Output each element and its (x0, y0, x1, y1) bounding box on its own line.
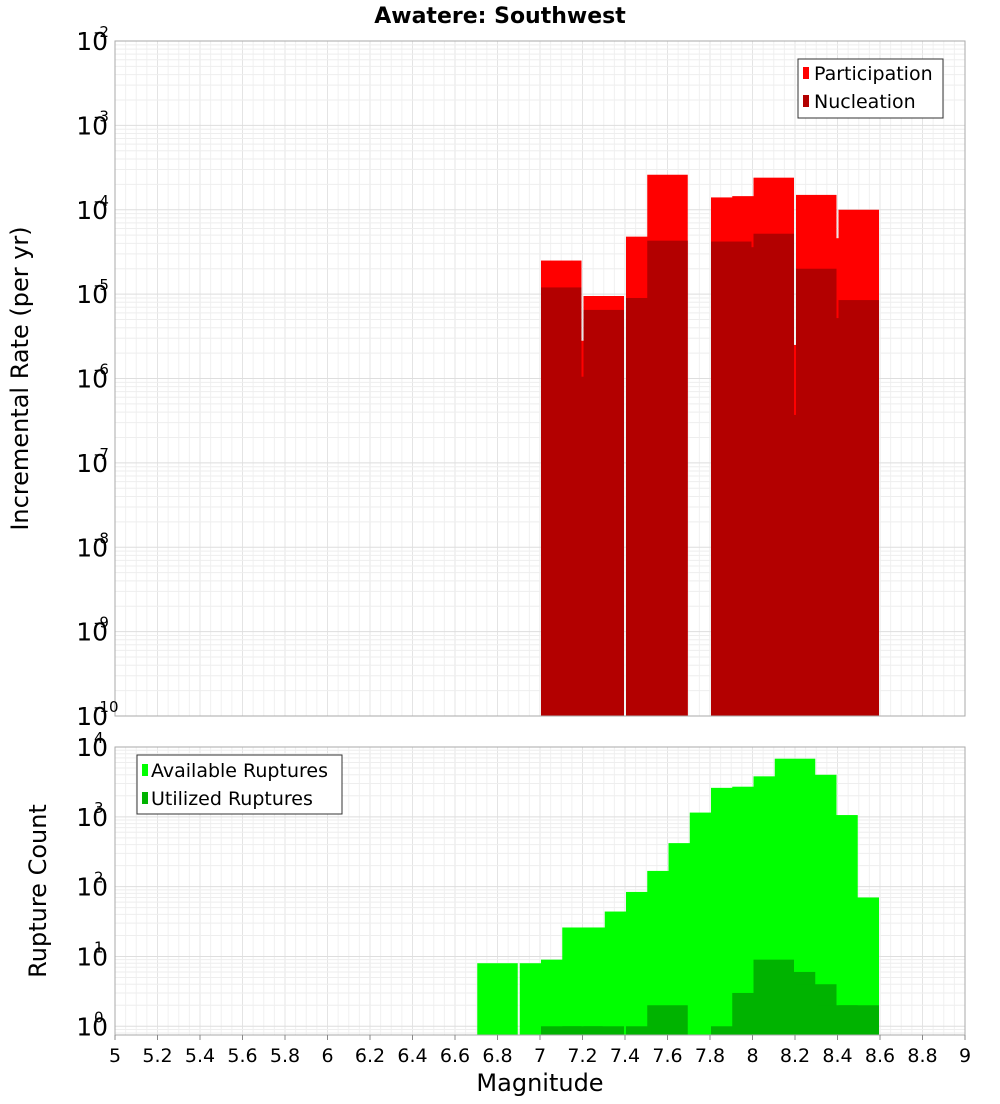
y-tick-base: 10 (76, 803, 108, 832)
bar-utilized-ruptures (711, 1026, 752, 1035)
x-tick-label: 7.4 (610, 1045, 640, 1067)
bar-utilized-ruptures (583, 1026, 624, 1035)
legend-swatch (142, 764, 148, 776)
y-tick-exponent: -3 (94, 107, 109, 125)
y-tick-base: 10 (76, 733, 108, 762)
x-tick-label: 9 (959, 1045, 971, 1067)
y-tick-exponent: 2 (94, 869, 104, 887)
y-tick-exponent: 1 (94, 938, 104, 956)
legend-label: Nucleation (814, 91, 916, 113)
x-axis-label: Magnitude (476, 1069, 603, 1097)
bar-utilized-ruptures (647, 1005, 688, 1035)
y-tick-exponent: -10 (94, 698, 119, 716)
y-tick-label: 10-6 (76, 361, 109, 394)
y-tick-label: 104 (76, 729, 108, 762)
bar-nucleation (838, 300, 879, 716)
legend-label: Participation (814, 63, 933, 85)
x-tick-label: 6.2 (355, 1045, 385, 1067)
x-tick-label: 8.8 (907, 1045, 937, 1067)
bar-utilized-ruptures (838, 1005, 879, 1035)
y-tick-base: 10 (76, 873, 108, 902)
legend-label: Available Ruptures (151, 760, 328, 782)
y-tick-label: 103 (76, 799, 108, 832)
y-tick-label: 10-10 (76, 698, 118, 731)
y-tick-label: 102 (76, 869, 108, 902)
x-tick-label: 8.6 (865, 1045, 895, 1067)
chart-title: Awatere: Southwest (374, 4, 626, 29)
bar-nucleation (647, 240, 688, 717)
y-tick-exponent: -2 (94, 23, 109, 41)
y-tick-base: 10 (76, 942, 108, 971)
y-tick-label: 10-5 (76, 276, 109, 309)
x-tick-label: 7.2 (567, 1045, 597, 1067)
legend-box (797, 58, 944, 119)
x-tick-label: 7 (534, 1045, 546, 1067)
legend-label: Utilized Ruptures (151, 788, 313, 810)
bar-nucleation (583, 309, 624, 716)
legend-swatch (142, 792, 148, 804)
y-tick-exponent: -9 (94, 614, 109, 632)
y-tick-base: 10 (76, 280, 108, 309)
y-axis-label: Incremental Rate (per yr) (6, 226, 34, 530)
y-tick-exponent: -6 (94, 361, 109, 379)
y-tick-base: 10 (76, 449, 108, 478)
x-tick-label: 5.2 (142, 1045, 172, 1067)
x-tick-label: 8 (746, 1045, 758, 1067)
y-tick-label: 101 (76, 938, 108, 971)
y-tick-base: 10 (76, 618, 108, 647)
plot-frame-0 (114, 40, 966, 717)
y-tick-exponent: 0 (94, 1008, 104, 1026)
y-tick-base: 10 (76, 27, 108, 56)
y-tick-exponent: 4 (94, 729, 104, 747)
x-tick-label: 5 (109, 1045, 121, 1067)
bar-utilized-ruptures (562, 1026, 603, 1035)
y-tick-label: 10-8 (76, 529, 109, 562)
x-tick-label: 5.6 (227, 1045, 257, 1067)
y-tick-base: 10 (76, 702, 108, 731)
y-tick-exponent: -5 (94, 276, 109, 294)
legend-box (136, 754, 343, 815)
x-tick-label: 7.6 (652, 1045, 682, 1067)
bars-1 (477, 758, 879, 1035)
legend-swatch (803, 95, 809, 107)
y-tick-exponent: -7 (94, 445, 109, 463)
bars-0 (541, 174, 879, 717)
x-tick-label: 6 (321, 1045, 333, 1067)
y-tick-label: 10-9 (76, 614, 109, 647)
y-tick-label: 10-3 (76, 107, 109, 140)
x-tick-label: 8.4 (822, 1045, 852, 1067)
x-tick-label: 6.4 (397, 1045, 427, 1067)
legend-top: Participation Nucleation (797, 58, 944, 119)
y-tick-label: 100 (76, 1008, 108, 1041)
y-tick-exponent: 3 (94, 799, 104, 817)
y-tick-base: 10 (76, 1012, 108, 1041)
bar-utilized-ruptures (541, 1026, 582, 1035)
y-tick-base: 10 (76, 533, 108, 562)
bar-available-ruptures (477, 963, 518, 1035)
x-tick-label: 5.4 (185, 1045, 215, 1067)
legend-bottom: Available Ruptures Utilized Ruptures (136, 754, 343, 815)
y-tick-base: 10 (76, 365, 108, 394)
y-tick-label: 10-7 (76, 445, 109, 478)
y-tick-exponent: -8 (94, 529, 109, 547)
legend-swatch (803, 67, 809, 79)
y-tick-base: 10 (76, 111, 108, 140)
x-tick-label: 5.8 (270, 1045, 300, 1067)
y-tick-exponent: -4 (94, 192, 109, 210)
x-tick-label: 8.2 (780, 1045, 810, 1067)
x-tick-label: 7.8 (695, 1045, 725, 1067)
y-tick-base: 10 (76, 196, 108, 225)
x-tick-label: 6.8 (482, 1045, 512, 1067)
bar-utilized-ruptures (626, 1026, 667, 1035)
x-tick-label: 6.6 (440, 1045, 470, 1067)
y-tick-label: 10-4 (76, 192, 109, 225)
y-tick-label: 10-2 (76, 23, 109, 56)
y-axis-label: Rupture Count (24, 804, 52, 978)
